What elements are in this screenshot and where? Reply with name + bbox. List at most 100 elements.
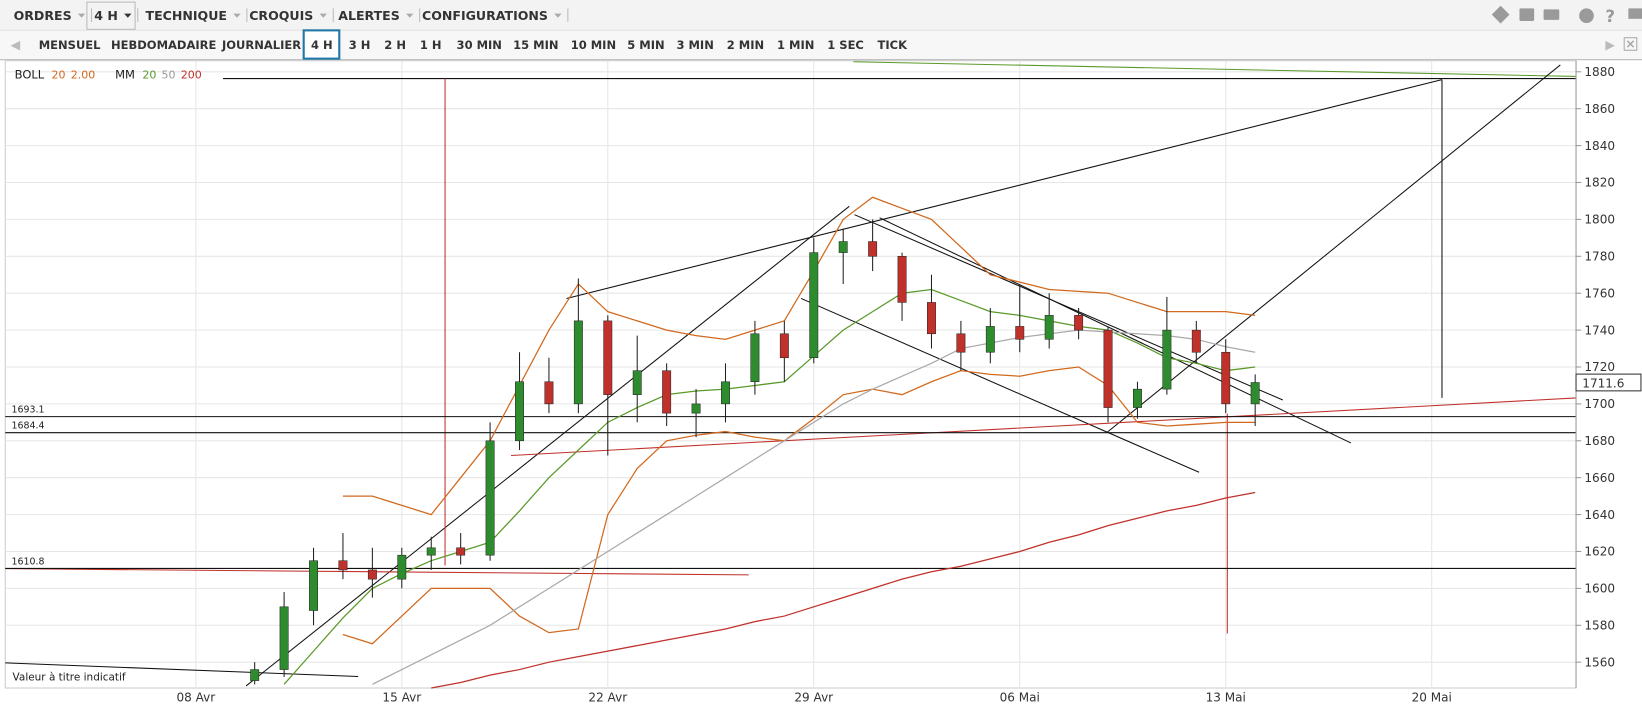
candle-body <box>809 252 819 359</box>
candle-body <box>750 333 760 383</box>
timeframe-button[interactable]: 5 MIN <box>627 38 664 52</box>
timeframe-button[interactable]: JOURNALIER <box>221 38 301 52</box>
candle-body <box>1191 329 1201 353</box>
timeframe-button[interactable]: 3 MIN <box>676 38 713 52</box>
timeframe-bar <box>0 30 1642 60</box>
x-tick-label: 13 Mai <box>1206 691 1246 705</box>
candle-body <box>838 241 848 253</box>
y-tick-label: 1860 <box>1584 102 1615 116</box>
x-tick-label: 22 Avr <box>588 691 627 705</box>
candle-body <box>868 241 878 257</box>
series <box>5 196 1577 689</box>
candle-body <box>603 320 613 395</box>
trendline <box>566 79 1443 299</box>
menu-item[interactable]: 4 H <box>94 8 118 23</box>
timeframe-button[interactable]: 2 MIN <box>727 38 764 52</box>
trendline <box>245 205 850 687</box>
indicator-line <box>342 196 1256 516</box>
x-tick-label: 06 Mai <box>1000 691 1040 705</box>
image-icon[interactable] <box>1519 8 1535 21</box>
drawings <box>5 61 1577 687</box>
y-tick-label: 1560 <box>1584 655 1615 669</box>
legend-param: 200 <box>181 69 202 82</box>
candle-body <box>515 381 524 442</box>
plot-area <box>4 60 1577 689</box>
candle-body <box>279 606 289 670</box>
candle-body <box>779 333 789 359</box>
x-tick-label: 15 Avr <box>382 691 421 705</box>
timeframe-button[interactable]: TICK <box>878 38 909 52</box>
menu-item[interactable]: TECHNIQUE <box>146 8 227 23</box>
y-tick-label: 1760 <box>1584 286 1615 300</box>
dropdown-arrow <box>77 13 86 18</box>
y-tick-label: 1660 <box>1584 471 1615 485</box>
y-tick-label: 1820 <box>1584 176 1615 190</box>
indicator-line <box>431 491 1256 689</box>
dropdown-arrow <box>319 13 327 18</box>
y-tick-label: 1600 <box>1584 582 1615 596</box>
grid <box>5 60 1577 689</box>
timeframe-button[interactable]: HEBDOMADAIRE <box>111 38 216 52</box>
menu-active <box>86 1 136 30</box>
timeframe-button[interactable]: 3 H <box>349 38 371 52</box>
menu-item[interactable]: ORDRES <box>14 8 72 23</box>
menu-item[interactable]: CONFIGURATIONS <box>422 8 548 23</box>
timeframe-button[interactable]: 1 MIN <box>777 38 814 52</box>
candle-body <box>338 560 348 571</box>
trendline <box>853 61 1577 77</box>
last-price-box <box>1575 373 1642 392</box>
y-tick-label: 1640 <box>1584 508 1615 522</box>
timeframe-button[interactable]: 2 H <box>384 38 406 52</box>
timeframe-button[interactable]: 15 MIN <box>513 38 558 52</box>
candle-body <box>426 547 436 556</box>
candle-body <box>1074 315 1084 331</box>
close-button[interactable] <box>1623 37 1638 51</box>
timeframe-button[interactable]: MENSUEL <box>39 38 101 52</box>
last-price-label: 1711.6 <box>1582 377 1624 391</box>
candle-body <box>544 381 554 405</box>
legend-param: 20 <box>52 69 66 82</box>
timeframe-button[interactable]: 10 MIN <box>571 38 616 52</box>
candle-body <box>456 547 466 556</box>
timeframe-button[interactable]: 30 MIN <box>457 38 502 52</box>
trendline <box>854 214 1284 401</box>
toolbar-icons: ? <box>1491 5 1642 26</box>
candle-body <box>927 302 936 335</box>
candle-body <box>573 320 583 405</box>
scroll-right[interactable]: ▶ <box>1605 37 1615 52</box>
candle-body <box>367 569 377 580</box>
legend-param: 50 <box>162 69 176 82</box>
candle-body <box>1044 315 1054 340</box>
menu-item[interactable]: ALERTES <box>338 8 400 23</box>
trendline <box>879 217 1352 444</box>
x-tick-label: 20 Mai <box>1412 691 1452 705</box>
dropdown-arrow <box>406 13 414 18</box>
candle-body <box>1162 329 1172 390</box>
legend-name: MM <box>115 68 135 82</box>
timeframe-button[interactable]: 4 H <box>311 38 333 52</box>
y-tick-label: 1740 <box>1584 323 1615 337</box>
candle-body <box>956 333 966 353</box>
timeframe-button[interactable]: 1 H <box>420 38 442 52</box>
y-tick-label: 1680 <box>1584 434 1615 448</box>
candle-body <box>985 326 995 353</box>
candle-body <box>1133 388 1142 408</box>
settings-icon[interactable] <box>1579 8 1594 24</box>
menu-item[interactable]: CROQUIS <box>249 8 313 23</box>
close-icon <box>1626 40 1635 48</box>
price-level-label: 1693.1 <box>12 404 45 415</box>
print-icon[interactable] <box>1543 9 1560 20</box>
disclaimer: Valeur à titre indicatif <box>13 672 126 684</box>
trendline <box>800 297 1200 473</box>
price-level-label: 1684.4 <box>12 420 45 431</box>
chat-icon[interactable] <box>1628 8 1642 19</box>
scroll-left[interactable]: ◀ <box>10 37 20 52</box>
timeframe-button[interactable]: 1 SEC <box>827 38 864 52</box>
candle-body <box>485 440 495 556</box>
candle-body <box>1250 382 1260 405</box>
candle-body <box>632 370 642 395</box>
y-tick-label: 1620 <box>1584 545 1615 559</box>
y-tick-label: 1880 <box>1584 65 1615 79</box>
help-icon[interactable]: ? <box>1605 6 1615 26</box>
